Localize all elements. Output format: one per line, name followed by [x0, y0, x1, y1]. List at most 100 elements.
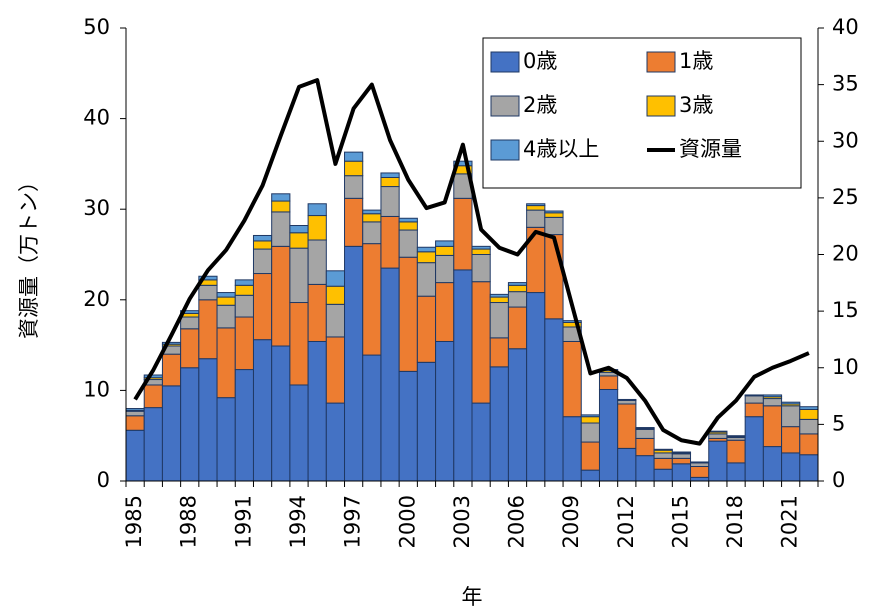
bar-segment	[617, 399, 637, 405]
bar-segment	[544, 212, 564, 218]
bar-segment	[216, 327, 236, 399]
bar-segment	[398, 370, 418, 482]
bar-segment	[489, 293, 509, 298]
bar-segment	[471, 254, 491, 283]
bar-segment	[471, 248, 491, 255]
y-axis-label: 資源量（万トン）	[17, 171, 41, 339]
bar-segment	[580, 416, 600, 424]
bar-segment	[416, 295, 437, 363]
x-tick-label: 2006	[505, 495, 529, 548]
bar-segment	[762, 405, 783, 448]
x-tick-label: 2021	[778, 495, 802, 548]
y-tick-label: 20	[83, 287, 110, 311]
bar-segment	[799, 418, 819, 435]
bar-segment	[507, 284, 528, 293]
bar-segment	[362, 221, 382, 245]
bar-segment	[489, 337, 509, 368]
bar-segment	[526, 209, 546, 228]
bar-segment	[216, 296, 236, 306]
bar-segment	[180, 367, 200, 482]
bar-segment	[653, 448, 673, 451]
x-tick-label: 1991	[231, 495, 255, 548]
bar-segment	[507, 282, 528, 286]
bar-segment	[544, 234, 564, 320]
bar-segment	[453, 197, 473, 271]
bar-segment	[781, 401, 801, 405]
bar-segment	[307, 283, 327, 342]
bar-segment	[416, 361, 437, 482]
bar-segment	[617, 403, 637, 449]
y2-tick-label: 0	[832, 468, 845, 492]
legend-label: 3歳	[679, 93, 713, 117]
bar-segment	[398, 217, 418, 223]
bar-segment	[325, 336, 346, 404]
bar-segment	[180, 316, 200, 330]
bar-segment	[435, 245, 455, 256]
bar-segment	[234, 279, 254, 286]
bar-segment	[453, 269, 473, 482]
x-tick-label: 2000	[395, 495, 419, 548]
bar-segment	[125, 429, 145, 482]
bar-segment	[289, 302, 309, 386]
bar-segment	[471, 281, 491, 404]
bar-segment	[453, 160, 473, 167]
bar-segment	[781, 452, 801, 482]
bar-segment	[307, 239, 327, 285]
bar-segment	[690, 462, 710, 468]
bar-segment	[234, 294, 254, 318]
bar-segment	[380, 186, 400, 217]
legend-label: 2歳	[523, 93, 557, 117]
y2-tick-label: 30	[832, 128, 859, 152]
bar-segment	[580, 422, 600, 443]
bar-segment	[690, 466, 710, 478]
bar-segment	[380, 215, 400, 269]
legend-label: 1歳	[679, 49, 713, 73]
bar-segment	[125, 415, 145, 431]
bar-segment	[380, 172, 400, 178]
bar-segment	[380, 267, 400, 482]
x-axis-label: 年	[462, 585, 483, 609]
bar-segment	[708, 433, 728, 439]
bar-segment	[435, 254, 455, 284]
bar-segment	[362, 354, 382, 482]
bar-segment	[252, 234, 273, 242]
bar-segment	[325, 270, 346, 287]
y2-tick-label: 40	[832, 15, 859, 39]
bar-segment	[489, 302, 509, 339]
bar-segment	[325, 285, 346, 305]
bar-segment	[671, 453, 692, 459]
bar-segment	[507, 306, 528, 350]
bar-segment	[362, 209, 382, 215]
bar-segment	[325, 303, 346, 338]
bar-segment	[799, 454, 819, 482]
bar-segment	[380, 176, 400, 188]
bar-segment	[671, 451, 692, 454]
bar-segment	[161, 385, 182, 482]
bar-segment	[744, 402, 764, 418]
bar-segment	[180, 328, 200, 369]
y-tick-label: 50	[83, 15, 110, 39]
bar-segment	[344, 245, 364, 482]
legend-label: 4歳以上	[523, 137, 599, 161]
bar-segment	[580, 441, 600, 471]
bar-segment	[507, 348, 528, 482]
x-tick-label: 1994	[286, 495, 310, 548]
bar-segment	[271, 345, 291, 482]
bar-segment	[544, 318, 564, 482]
bar-segment	[125, 410, 145, 417]
bar-segment	[726, 435, 746, 438]
y2-tick-label: 20	[832, 242, 859, 266]
line	[133, 78, 810, 446]
bar-segment	[781, 426, 801, 454]
legend-label: 資源量	[679, 137, 742, 161]
legend-swatch	[646, 51, 676, 73]
bar-segment	[216, 397, 236, 482]
x-tick-label: 1985	[122, 495, 146, 548]
bar-segment	[708, 440, 728, 482]
legend-swatch	[646, 95, 676, 117]
legend-swatch	[490, 139, 520, 161]
bar-segment	[726, 439, 746, 464]
bar-segment	[344, 160, 364, 177]
bar-segment	[398, 256, 418, 372]
x-tick-label: 1997	[341, 495, 365, 548]
